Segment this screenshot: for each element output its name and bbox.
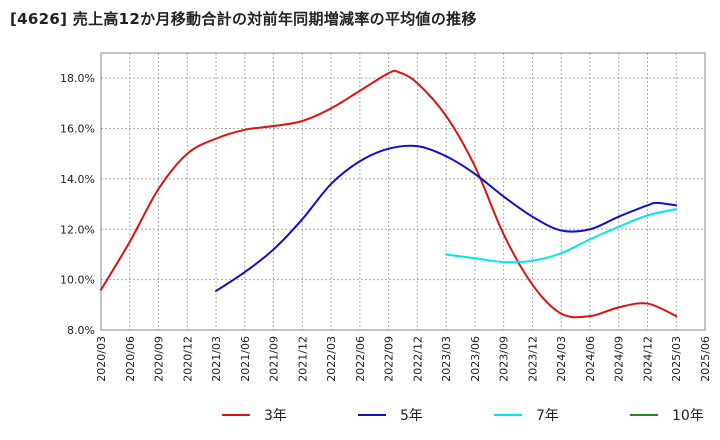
series-line-3 bbox=[445, 208, 678, 264]
x-tick-label: 2022/03 bbox=[325, 336, 338, 382]
x-tick-label: 2021/06 bbox=[239, 336, 252, 382]
x-tick-label: 2021/03 bbox=[210, 336, 223, 382]
x-tick-label: 2020/09 bbox=[153, 336, 166, 382]
x-tick-label: 2025/03 bbox=[670, 336, 683, 382]
x-tick-label: 2024/06 bbox=[584, 336, 597, 382]
x-tick-label: 2024/12 bbox=[641, 336, 654, 382]
x-tick-label: 2024/09 bbox=[613, 336, 626, 382]
x-tick-label: 2020/12 bbox=[181, 336, 194, 382]
y-tick-label: 8.0% bbox=[67, 324, 95, 337]
x-tick-label: 2023/12 bbox=[526, 336, 539, 382]
x-tick-label: 2023/09 bbox=[498, 336, 511, 382]
x-axis: 2020/03 2020/06 2020/09 2020/12 2021/03 2021/… bbox=[95, 336, 712, 382]
x-tick-label: 2025/06 bbox=[699, 336, 712, 382]
y-tick-label: 16.0% bbox=[60, 123, 95, 136]
series-line-1 bbox=[100, 69, 678, 319]
x-tick-label: 2020/06 bbox=[124, 336, 137, 382]
series-line-2 bbox=[215, 144, 678, 292]
y-tick-label: 18.0% bbox=[60, 72, 95, 85]
series-group bbox=[100, 69, 678, 319]
legend-label: 7年 bbox=[536, 408, 559, 424]
x-tick-label: 2021/09 bbox=[268, 336, 281, 382]
x-tick-label: 2021/12 bbox=[296, 336, 309, 382]
y-tick-label: 12.0% bbox=[60, 223, 95, 236]
y-tick-label: 10.0% bbox=[60, 274, 95, 287]
x-tick-label: 2023/03 bbox=[440, 336, 453, 382]
plot-area bbox=[100, 52, 706, 331]
y-tick-label: 14.0% bbox=[60, 173, 95, 186]
legend-label: 3年 bbox=[264, 408, 287, 424]
x-tick-label: 2020/03 bbox=[95, 336, 108, 382]
legend: 3年 5年 7年 10年 bbox=[222, 408, 704, 424]
legend-label: 5年 bbox=[400, 408, 423, 424]
y-axis: 8.0% 10.0% 12.0% 14.0% 16.0% 18.0% bbox=[60, 72, 95, 337]
legend-label: 10年 bbox=[672, 408, 704, 424]
x-tick-label: 2022/06 bbox=[354, 336, 367, 382]
x-tick-label: 2022/09 bbox=[383, 336, 396, 382]
x-tick-label: 2024/03 bbox=[555, 336, 568, 382]
chart-title: [4626] 売上高12か月移動合計の対前年同期増減率の平均値の推移 bbox=[10, 10, 477, 28]
grid-lines bbox=[100, 53, 706, 331]
x-tick-label: 2023/06 bbox=[469, 336, 482, 382]
x-tick-label: 2022/12 bbox=[411, 336, 424, 382]
